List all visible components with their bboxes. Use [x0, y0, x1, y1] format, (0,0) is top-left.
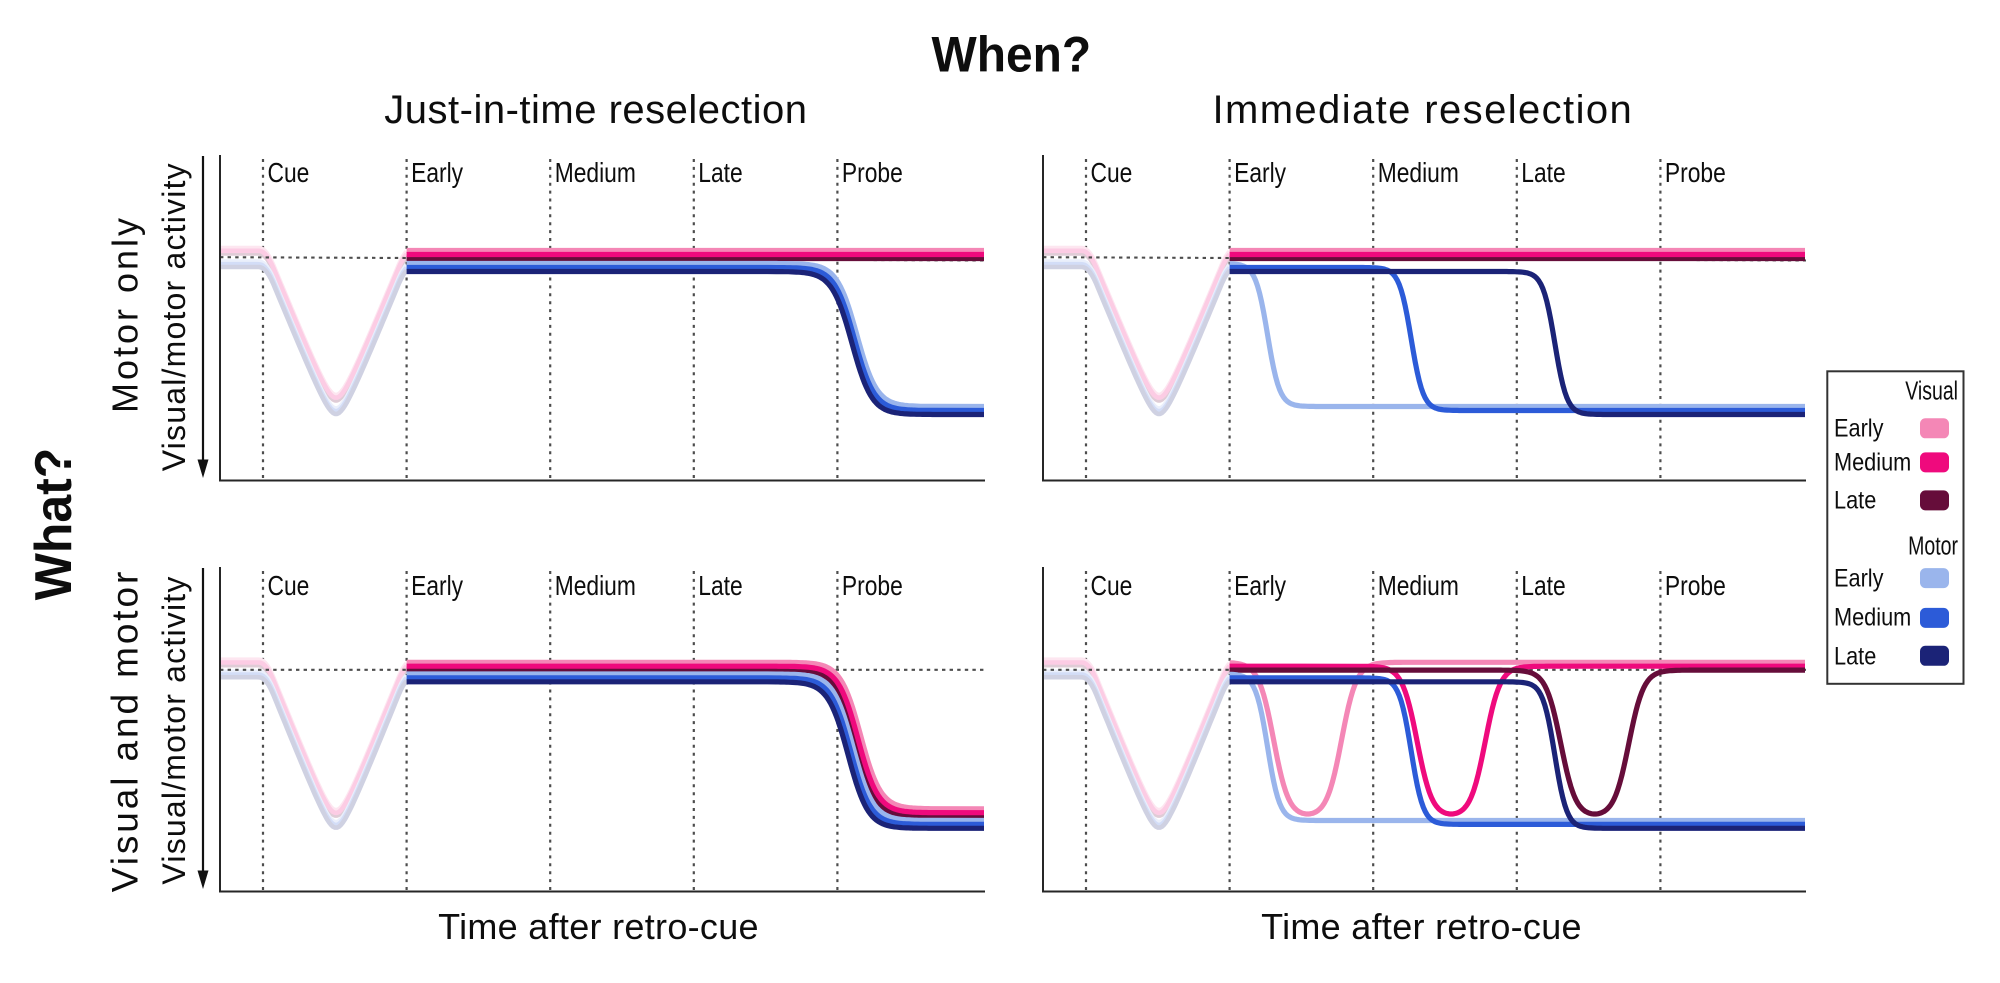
svg-text:Cue: Cue: [1091, 571, 1133, 601]
svg-text:Early: Early: [1234, 571, 1286, 601]
svg-text:When?: When?: [931, 28, 1091, 83]
svg-text:Motor only: Motor only: [105, 215, 146, 413]
svg-text:Time after retro-cue: Time after retro-cue: [438, 906, 759, 947]
svg-text:Visual/motor activity: Visual/motor activity: [156, 575, 192, 884]
svg-text:Medium: Medium: [555, 571, 636, 601]
svg-text:Time after retro-cue: Time after retro-cue: [1261, 906, 1582, 947]
svg-text:Early: Early: [411, 158, 463, 188]
svg-text:Visual: Visual: [1905, 376, 1958, 405]
svg-text:Cue: Cue: [268, 158, 310, 188]
svg-text:Late: Late: [698, 571, 742, 601]
svg-text:Late: Late: [1834, 642, 1876, 670]
svg-text:Late: Late: [698, 158, 742, 188]
svg-text:Cue: Cue: [268, 571, 310, 601]
svg-text:Motor: Motor: [1908, 531, 1958, 560]
svg-text:Probe: Probe: [842, 158, 903, 188]
svg-text:Medium: Medium: [1378, 571, 1459, 601]
svg-text:Medium: Medium: [1834, 448, 1911, 476]
svg-text:Early: Early: [1234, 158, 1286, 188]
svg-text:Visual and motor: Visual and motor: [105, 569, 146, 892]
svg-text:Medium: Medium: [555, 158, 636, 188]
svg-text:Early: Early: [1834, 414, 1884, 442]
svg-text:What?: What?: [24, 448, 82, 600]
svg-text:Probe: Probe: [842, 571, 903, 601]
svg-text:Medium: Medium: [1378, 158, 1459, 188]
svg-text:Early: Early: [411, 571, 463, 601]
svg-text:Visual/motor activity: Visual/motor activity: [156, 162, 192, 471]
svg-text:Cue: Cue: [1091, 158, 1133, 188]
svg-text:Late: Late: [1521, 158, 1565, 188]
svg-text:Immediate reselection: Immediate reselection: [1212, 88, 1633, 132]
svg-text:Just-in-time reselection: Just-in-time reselection: [384, 88, 807, 132]
svg-text:Late: Late: [1834, 486, 1876, 514]
svg-text:Probe: Probe: [1665, 158, 1726, 188]
svg-text:Medium: Medium: [1834, 603, 1911, 631]
svg-text:Late: Late: [1521, 571, 1565, 601]
svg-text:Probe: Probe: [1665, 571, 1726, 601]
svg-text:Early: Early: [1834, 564, 1884, 592]
